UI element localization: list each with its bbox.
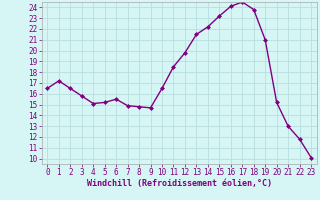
X-axis label: Windchill (Refroidissement éolien,°C): Windchill (Refroidissement éolien,°C) <box>87 179 272 188</box>
